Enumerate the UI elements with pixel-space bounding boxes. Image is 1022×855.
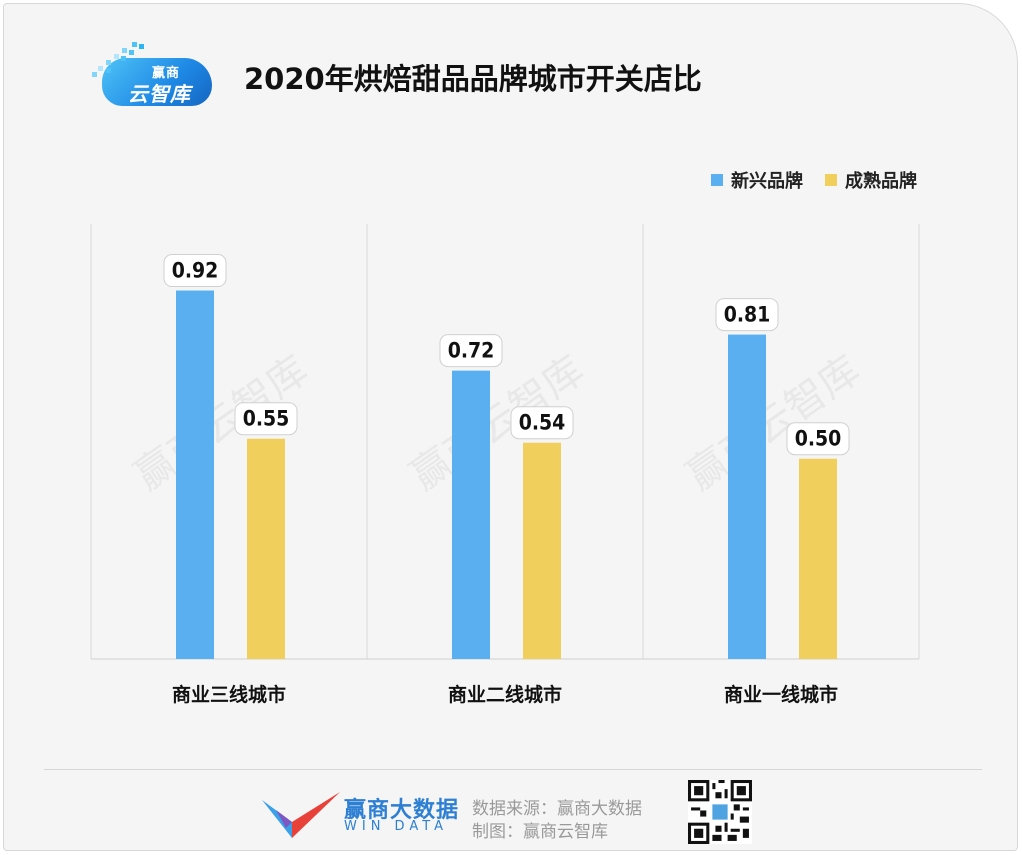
brand-logo: 赢商 云智库 xyxy=(92,42,214,110)
pixel-dots-icon xyxy=(92,42,144,77)
bar-emerging xyxy=(728,334,766,659)
credit-text: 制图：赢商云智库 xyxy=(472,822,608,842)
legend-label-mature: 成熟品牌 xyxy=(845,171,917,192)
chart-title: 2020年烘焙甜品品牌城市开关店比 xyxy=(244,62,702,96)
bar-mature xyxy=(523,442,561,659)
data-source-text: 数据来源：赢商大数据 xyxy=(472,799,642,819)
bar-mature xyxy=(247,438,285,659)
data-label: 0.54 xyxy=(519,411,566,435)
logo-text-top: 赢商 xyxy=(152,66,181,81)
data-label: 0.50 xyxy=(795,427,842,451)
footer-brand-en: WIN DATA xyxy=(344,819,449,834)
bar-emerging xyxy=(452,370,490,659)
data-label-box xyxy=(163,254,227,288)
chart-card: 赢商 云智库 2020年烘焙甜品品牌城市开关店比 新兴品牌 成熟品牌 赢商云智库… xyxy=(3,3,1018,851)
x-tick-label: 商业一线城市 xyxy=(724,683,838,706)
qr-code-icon xyxy=(688,780,752,844)
data-label-box xyxy=(510,406,574,440)
legend-swatch-emerging xyxy=(711,174,723,186)
logo-text-bottom: 云智库 xyxy=(128,82,191,106)
data-label: 0.81 xyxy=(724,303,771,327)
bar-mature xyxy=(799,458,837,659)
x-tick-label: 商业二线城市 xyxy=(448,683,562,706)
legend: 新兴品牌 成熟品牌 xyxy=(711,167,917,193)
data-label: 0.55 xyxy=(243,407,290,431)
legend-item-mature: 成熟品牌 xyxy=(825,167,917,193)
bar-chart: 赢商云智库 赢商云智库 赢商云智库0.920.55商业三线城市0.720.54商业二… xyxy=(90,224,920,706)
bar-emerging xyxy=(176,290,214,659)
data-label-box xyxy=(715,298,779,332)
data-label: 0.92 xyxy=(172,259,219,283)
cloud-icon xyxy=(102,58,212,106)
legend-swatch-mature xyxy=(825,174,837,186)
data-label: 0.72 xyxy=(448,339,495,363)
data-label-box xyxy=(234,402,298,436)
legend-label-emerging: 新兴品牌 xyxy=(731,171,803,192)
legend-item-emerging: 新兴品牌 xyxy=(711,167,803,193)
data-label-box xyxy=(439,334,503,368)
footer-brand-cn: 赢商大数据 xyxy=(344,798,460,823)
data-label-box xyxy=(786,422,850,456)
x-tick-label: 商业三线城市 xyxy=(172,683,286,706)
win-data-logo-icon xyxy=(262,792,340,838)
footer-divider xyxy=(44,769,982,770)
